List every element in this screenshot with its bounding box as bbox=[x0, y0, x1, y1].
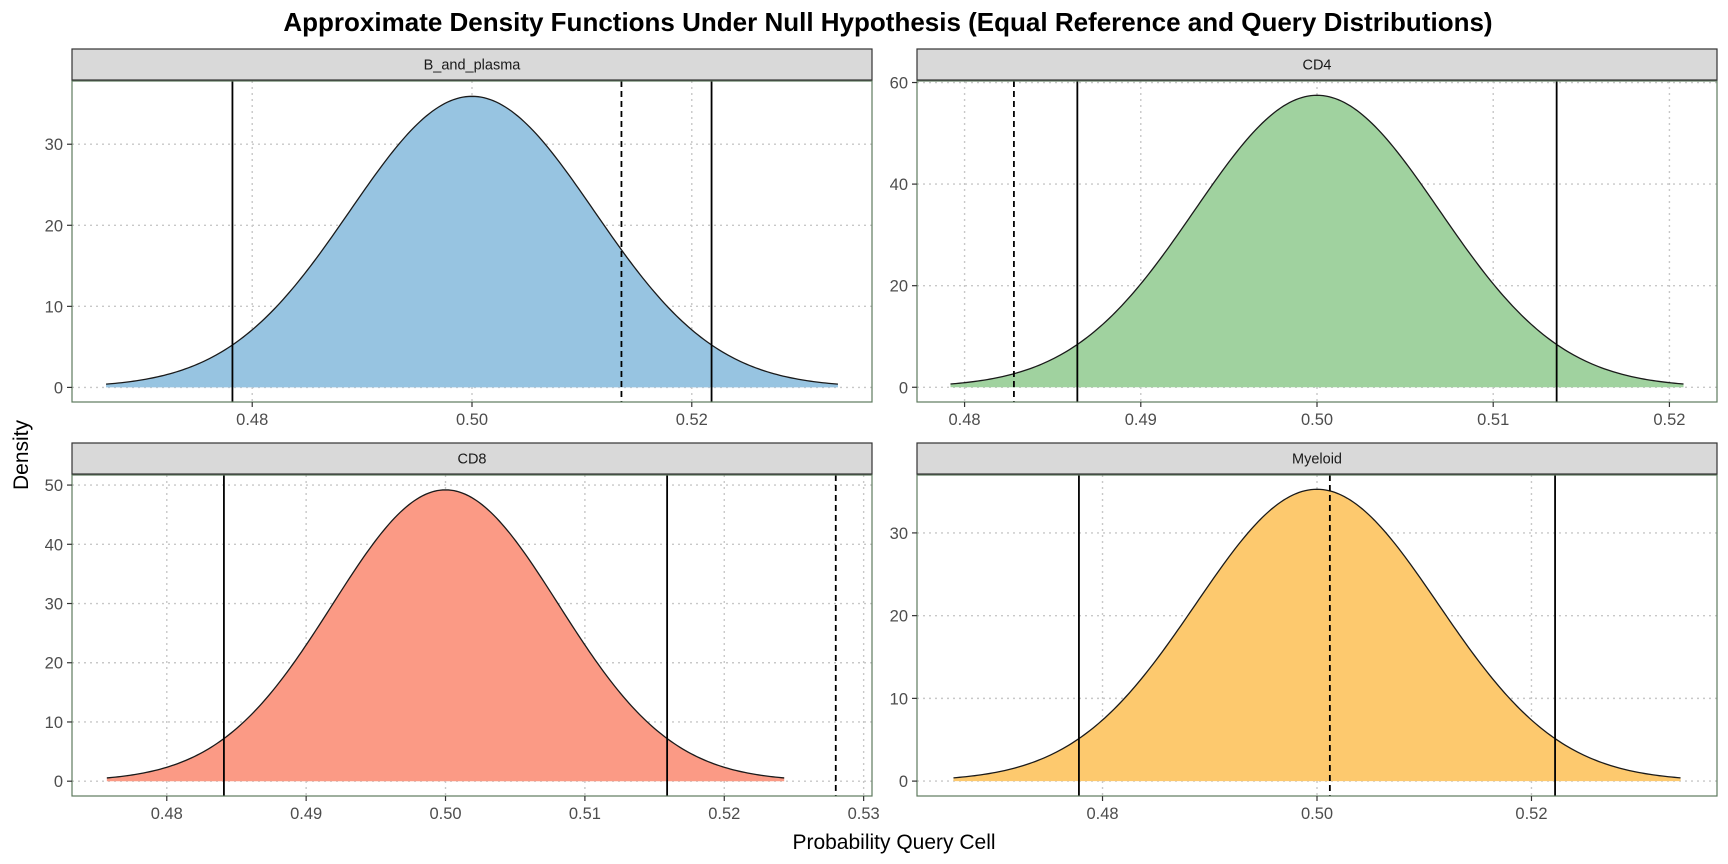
y-tick-label: 30 bbox=[45, 596, 63, 614]
y-axis-title: Density bbox=[10, 419, 33, 490]
x-tick-label: 0.48 bbox=[1086, 805, 1118, 823]
y-tick-label: 40 bbox=[890, 176, 908, 194]
x-tick-label: 0.53 bbox=[848, 805, 880, 823]
strip-label: B_and_plasma bbox=[424, 58, 522, 74]
x-tick-label: 0.50 bbox=[456, 411, 488, 429]
x-tick-label: 0.50 bbox=[1301, 411, 1333, 429]
density-curve bbox=[106, 489, 785, 779]
x-tick-label: 0.52 bbox=[676, 411, 708, 429]
density-area bbox=[106, 96, 838, 388]
x-tick-label: 0.50 bbox=[429, 805, 461, 823]
strip-label: Myeloid bbox=[1292, 452, 1342, 468]
x-tick-label: 0.51 bbox=[1477, 411, 1509, 429]
x-tick-label: 0.48 bbox=[949, 411, 981, 429]
strip-background bbox=[916, 48, 1718, 81]
density-curve bbox=[106, 95, 838, 385]
strip-label: CD4 bbox=[1302, 58, 1331, 74]
facet-cd4: CD4 0.48 0.49 0.50 0.51 0.52 0 20 40 60 bbox=[890, 48, 1718, 429]
x-tick-label: 0.50 bbox=[1301, 805, 1333, 823]
strip-background bbox=[916, 442, 1718, 475]
density-curve bbox=[950, 94, 1684, 385]
y-tick-label: 10 bbox=[890, 690, 908, 708]
x-tick-label: 0.51 bbox=[569, 805, 601, 823]
y-tick-label: 20 bbox=[45, 655, 63, 673]
x-tick-label: 0.49 bbox=[290, 805, 322, 823]
density-area bbox=[953, 489, 1681, 782]
panel-border bbox=[71, 474, 873, 797]
density-curve bbox=[953, 488, 1681, 779]
y-tick-label: 20 bbox=[890, 608, 908, 626]
y-tick-label: 20 bbox=[45, 217, 63, 235]
strip-label: CD8 bbox=[457, 452, 486, 468]
x-tick-label: 0.48 bbox=[236, 411, 268, 429]
y-tick-label: 40 bbox=[45, 536, 63, 554]
facet-myeloid: Myeloid 0.48 0.50 0.52 0 10 20 30 bbox=[890, 442, 1718, 823]
y-tick-label: 10 bbox=[45, 298, 63, 316]
y-tick-label: 0 bbox=[899, 379, 908, 397]
strip-background bbox=[71, 48, 873, 81]
strip-background bbox=[71, 442, 873, 475]
y-tick-label: 30 bbox=[45, 136, 63, 154]
x-tick-label: 0.48 bbox=[151, 805, 183, 823]
y-tick-label: 60 bbox=[890, 75, 908, 93]
chart-title: Approximate Density Functions Under Null… bbox=[283, 7, 1492, 37]
y-tick-label: 0 bbox=[899, 773, 908, 791]
x-tick-label: 0.52 bbox=[708, 805, 740, 823]
facet-b-and-plasma: B_and_plasma 0.48 0.50 0.52 0 10 20 30 bbox=[45, 48, 873, 429]
y-tick-label: 0 bbox=[54, 773, 63, 791]
y-tick-label: 0 bbox=[54, 379, 63, 397]
x-tick-label: 0.52 bbox=[1653, 411, 1685, 429]
x-tick-label: 0.52 bbox=[1515, 805, 1547, 823]
x-tick-label: 0.49 bbox=[1125, 411, 1157, 429]
y-tick-label: 30 bbox=[890, 525, 908, 543]
density-area bbox=[950, 95, 1684, 388]
facet-cd8: CD8 0.48 0.49 0.50 0.51 0.52 0.53 0 10 20 30 40 50 bbox=[45, 442, 880, 823]
y-tick-label: 20 bbox=[890, 278, 908, 296]
y-tick-label: 50 bbox=[45, 477, 63, 495]
facet-panels: B_and_plasma 0.48 0.50 0.52 0 10 20 30 CD4 0.48 0.… bbox=[45, 48, 1718, 823]
density-area bbox=[106, 489, 785, 782]
x-axis-title: Probability Query Cell bbox=[792, 831, 995, 854]
y-tick-label: 10 bbox=[45, 714, 63, 732]
